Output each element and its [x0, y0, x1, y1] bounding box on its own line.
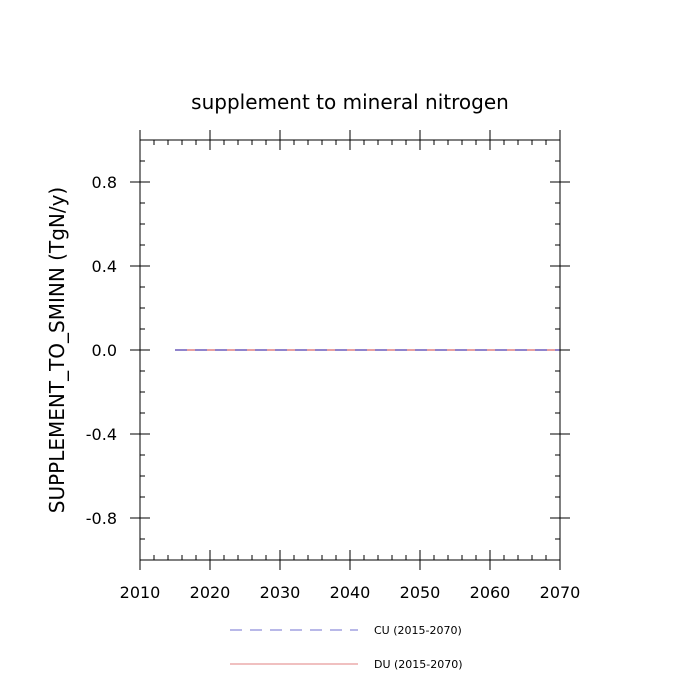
y-axis-label: SUPPLEMENT_TO_SMINN (TgN/y) [45, 187, 69, 513]
x-tick-label: 2030 [260, 583, 301, 602]
axis-ticks [130, 130, 570, 570]
x-tick-label: 2010 [120, 583, 161, 602]
chart-title: supplement to mineral nitrogen [191, 90, 509, 114]
plot-frame [139, 139, 561, 561]
x-tick-label: 2050 [400, 583, 441, 602]
x-tick-label: 2060 [470, 583, 511, 602]
y-tick-label: 0.4 [92, 257, 117, 276]
y-tick-label: 0.8 [92, 173, 117, 192]
y-tick-label: 0.0 [92, 341, 117, 360]
x-tick-label: 2020 [190, 583, 231, 602]
axis-tick-labels: 2010 2020 2030 2040 2050 2060 2070 -0.8 -0.4 0.0 0… [86, 173, 581, 602]
x-tick-label: 2040 [330, 583, 371, 602]
x-tick-label: 2070 [540, 583, 581, 602]
legend: CU (2015-2070) DU (2015-2070) [230, 624, 463, 671]
y-tick-label: -0.4 [86, 425, 117, 444]
legend-label: CU (2015-2070) [374, 624, 462, 637]
legend-label: DU (2015-2070) [374, 658, 463, 671]
y-tick-label: -0.8 [86, 509, 117, 528]
